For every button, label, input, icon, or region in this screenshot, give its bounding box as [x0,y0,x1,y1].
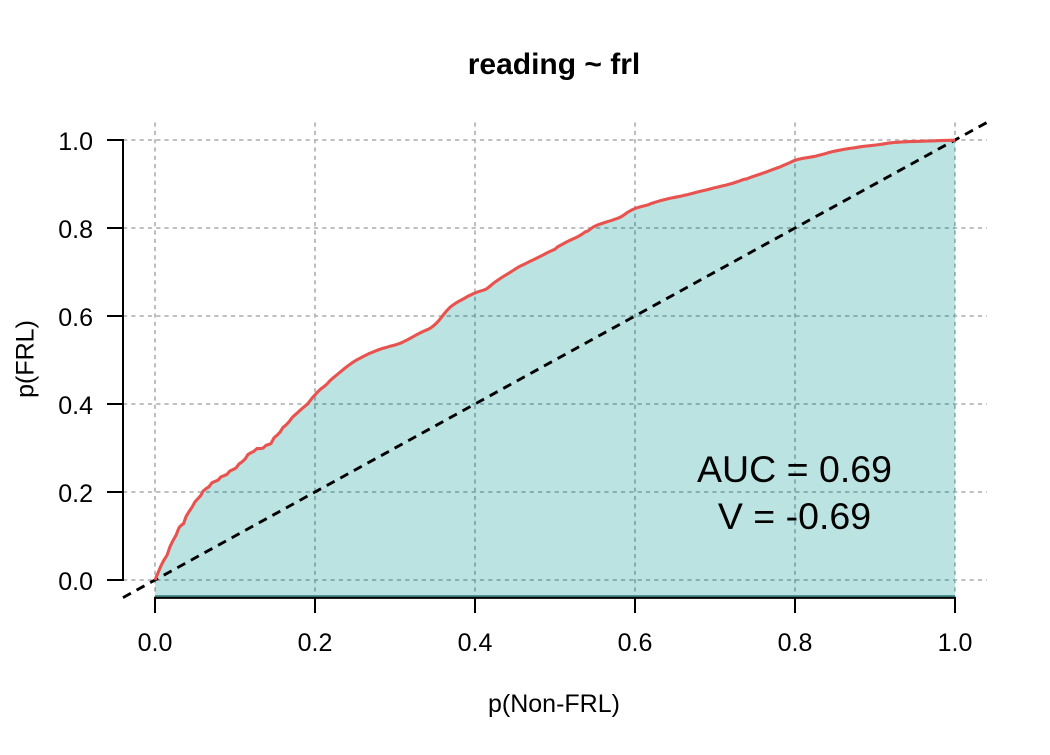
svg-text:0.2: 0.2 [58,480,93,508]
svg-text:0.2: 0.2 [298,629,333,657]
svg-text:0.4: 0.4 [58,392,93,420]
svg-text:p(FRL): p(FRL) [12,320,40,398]
svg-text:0.8: 0.8 [778,629,813,657]
svg-text:V = -0.69: V = -0.69 [718,495,871,537]
svg-text:0.6: 0.6 [618,629,653,657]
svg-text:p(Non-FRL): p(Non-FRL) [488,690,620,718]
svg-text:1.0: 1.0 [938,629,973,657]
svg-text:0.4: 0.4 [458,629,493,657]
svg-text:0.0: 0.0 [138,629,173,657]
svg-text:1.0: 1.0 [58,128,93,156]
svg-text:AUC = 0.69: AUC = 0.69 [697,448,892,490]
svg-text:0.6: 0.6 [58,304,93,332]
svg-text:reading ~ frl: reading ~ frl [468,48,641,81]
svg-text:0.0: 0.0 [58,568,93,596]
svg-text:0.8: 0.8 [58,216,93,244]
